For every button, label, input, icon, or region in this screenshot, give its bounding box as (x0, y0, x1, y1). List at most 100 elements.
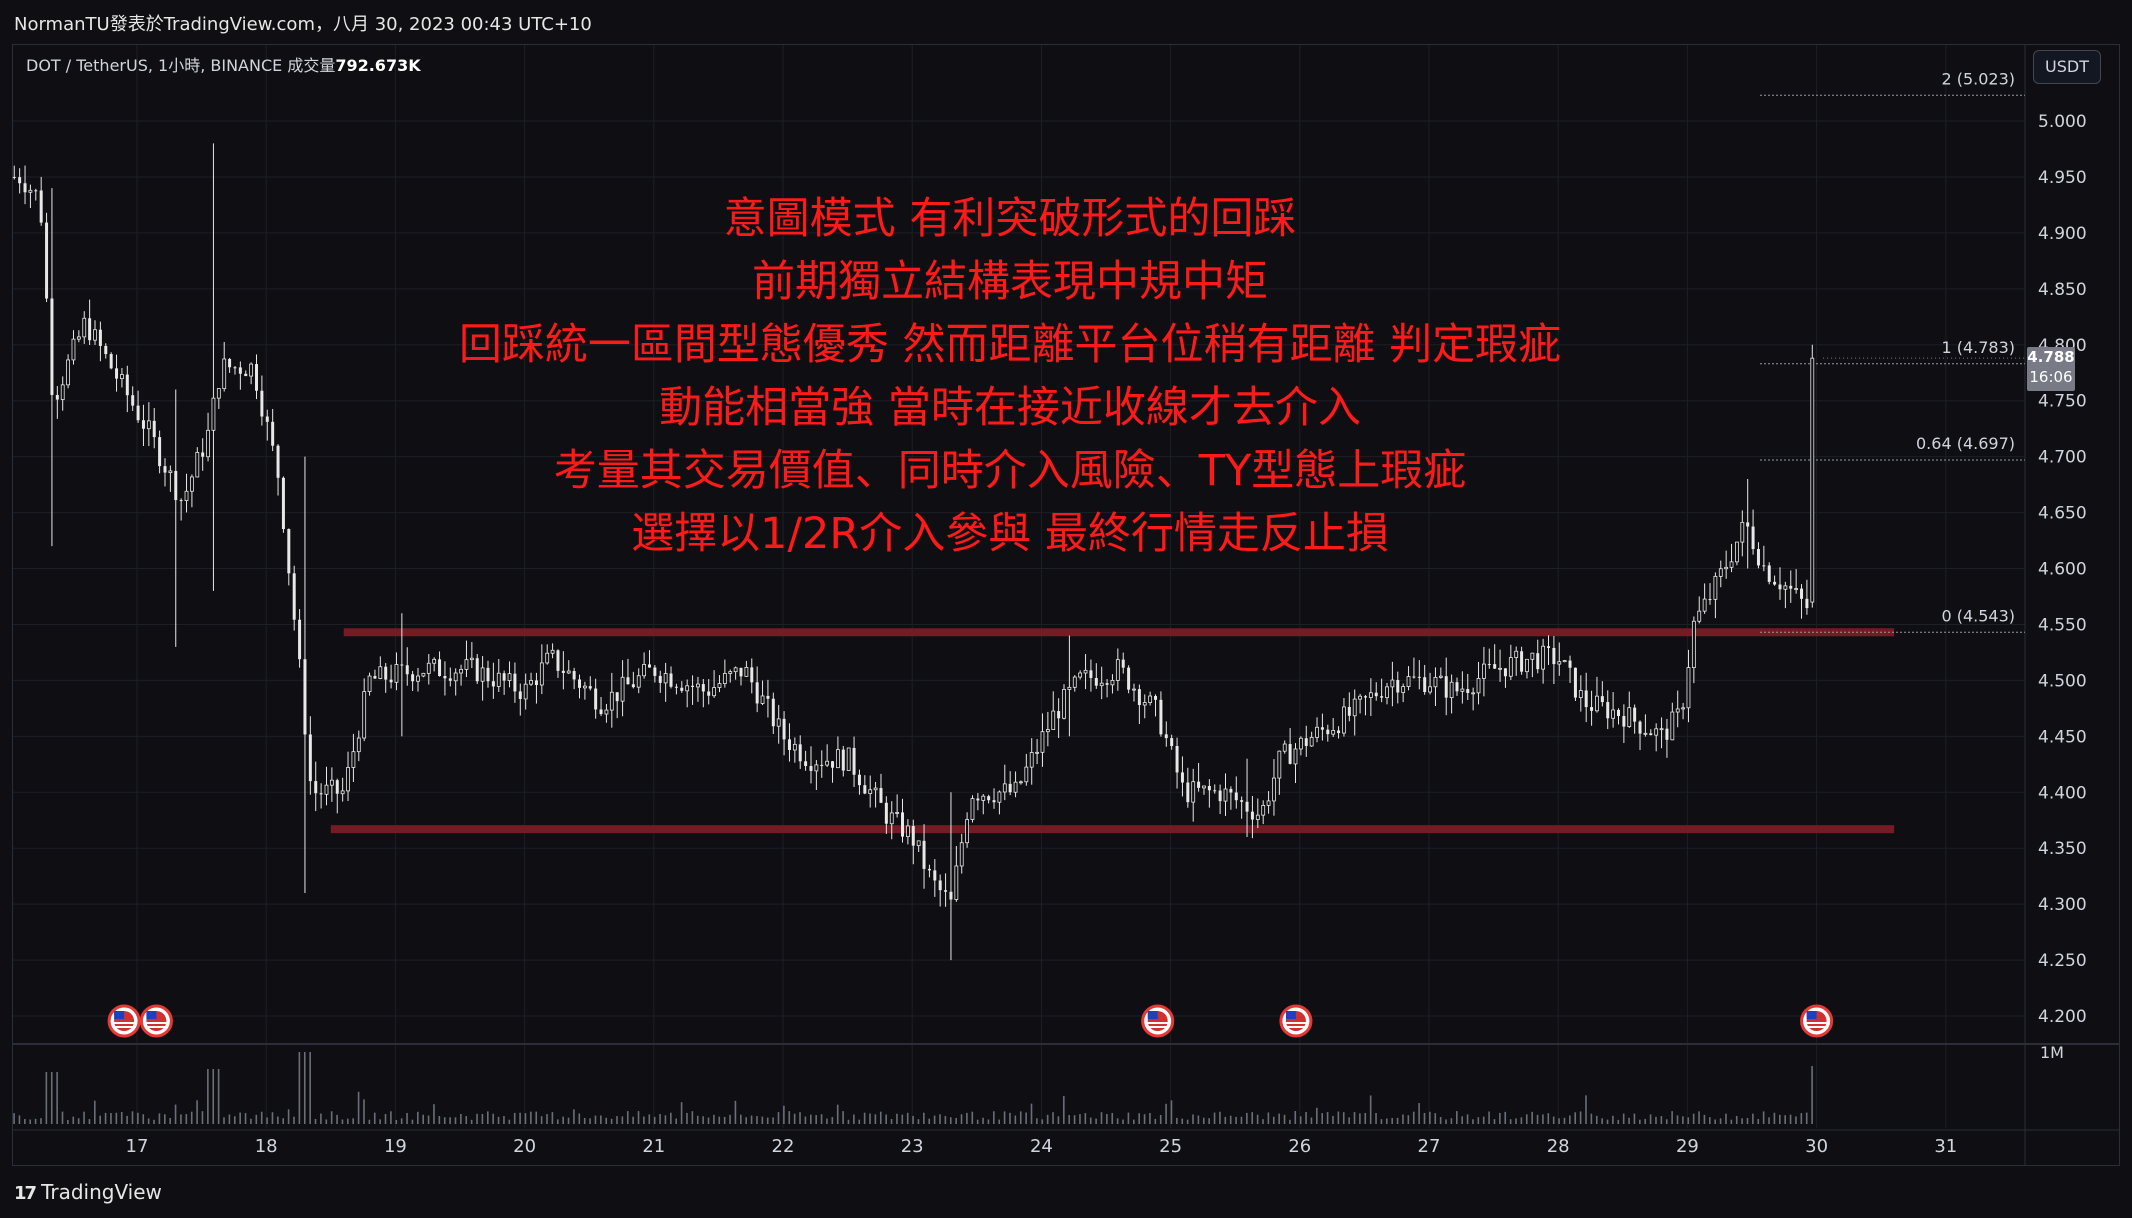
volume-bar (411, 1119, 414, 1124)
candle-body (997, 791, 1002, 803)
candle-body (1702, 598, 1707, 612)
x-tick-label: 30 (1805, 1136, 1828, 1157)
volume-bar (1488, 1111, 1490, 1124)
candle-body (1438, 675, 1443, 678)
volume-bar (24, 1119, 26, 1124)
candle-body (572, 671, 576, 680)
volume-bar (1369, 1095, 1372, 1124)
chart-frame[interactable] (12, 44, 2120, 1166)
candle-body (152, 420, 156, 438)
candle-body (1127, 667, 1131, 690)
candle-body (1013, 781, 1018, 793)
volume-bar (1665, 1119, 1668, 1124)
candle-body (1154, 696, 1158, 700)
volume-bar (718, 1116, 721, 1124)
volume-bar (1095, 1118, 1097, 1124)
candle-body (776, 718, 781, 727)
candle-body (1337, 730, 1341, 734)
candle-body (115, 368, 119, 379)
candle-body (1062, 689, 1066, 719)
candle-body (691, 685, 695, 687)
candle-body (550, 649, 555, 654)
volume-bar (1709, 1117, 1711, 1124)
candle-body (1121, 659, 1125, 668)
y-tick-label: 4.400 (2038, 783, 2087, 803)
candle-body (889, 812, 894, 825)
candle-body (373, 676, 377, 679)
volume-bar (686, 1112, 688, 1124)
candle-body (1514, 650, 1519, 658)
candle-body (314, 781, 318, 794)
candle-body (233, 367, 237, 369)
candle-body (1686, 667, 1691, 709)
candle-body (469, 657, 474, 661)
volume-bar (524, 1113, 527, 1124)
support-resistance-zone[interactable] (343, 628, 1895, 637)
candle-body (1568, 660, 1572, 668)
candle-body (1320, 727, 1324, 730)
volume-bar (347, 1118, 349, 1124)
candle-body (141, 420, 145, 429)
volume-bar (1251, 1112, 1254, 1124)
candle-body (1606, 702, 1610, 719)
candle-body (400, 664, 404, 666)
candle-body (529, 680, 533, 685)
volume-bar (1143, 1114, 1146, 1124)
volume-bar (799, 1112, 801, 1124)
candle-body (1137, 689, 1141, 706)
volume-bar (1499, 1112, 1501, 1124)
x-tick-label: 19 (384, 1136, 407, 1157)
candle-body (594, 688, 598, 710)
volume-bar (1682, 1116, 1684, 1124)
candle-body (507, 673, 512, 682)
volume-bar (670, 1112, 672, 1124)
volume-bar (1391, 1117, 1393, 1124)
volume-bar (77, 1118, 80, 1124)
candle-body (938, 880, 942, 891)
volume-bar (1321, 1113, 1324, 1124)
y-tick-label: 4.750 (2038, 392, 2087, 412)
currency-button[interactable]: USDT (2033, 50, 2101, 84)
fib-level-label: 0.64 (4.697) (1916, 434, 2015, 453)
volume-bar (1429, 1111, 1431, 1124)
volume-bar (1386, 1118, 1388, 1124)
candle-body (98, 329, 102, 346)
volume-bar (1644, 1118, 1647, 1124)
volume-bar (783, 1105, 785, 1124)
symbol-info: DOT / TetherUS, 1小時, BINANCE 成交量792.673K (26, 52, 421, 76)
support-resistance-zone[interactable] (330, 825, 1895, 834)
candle-body (1240, 800, 1244, 802)
volume-bar (400, 1118, 403, 1124)
volume-bar (1752, 1113, 1754, 1124)
volume-bar (998, 1119, 1001, 1124)
volume-bar (772, 1117, 774, 1124)
volume-bar (766, 1117, 769, 1124)
volume-bar (169, 1118, 171, 1124)
chart-svg[interactable]: 5.0004.9504.9004.8504.8004.7504.7004.650… (0, 0, 2132, 1166)
candle-body (244, 373, 248, 377)
volume-bar (228, 1114, 231, 1124)
volume-bar (632, 1116, 634, 1124)
volume-bar (1622, 1113, 1625, 1124)
candle-body (846, 747, 851, 771)
candle-body (303, 659, 307, 735)
candle-body (1406, 676, 1411, 687)
volume-bar (1805, 1112, 1808, 1124)
candle-body (329, 779, 334, 786)
candle-body (179, 500, 183, 502)
volume-bar (1348, 1117, 1350, 1124)
flag-canton-icon (114, 1011, 125, 1019)
candle-body (23, 183, 27, 193)
candle-body (1191, 781, 1196, 803)
volume-bar (1768, 1117, 1770, 1124)
candle-body (578, 679, 582, 688)
volume-bar (1009, 1112, 1011, 1124)
volume-bar (287, 1109, 290, 1124)
footer: 17 TradingView (0, 1166, 2132, 1218)
candle-body (1444, 676, 1448, 698)
volume-bar (1542, 1114, 1544, 1124)
volume-bar (13, 1113, 15, 1124)
tradingview-logo[interactable]: 17 TradingView (14, 1180, 162, 1204)
candle-body (34, 190, 38, 192)
candle-body (825, 760, 830, 766)
